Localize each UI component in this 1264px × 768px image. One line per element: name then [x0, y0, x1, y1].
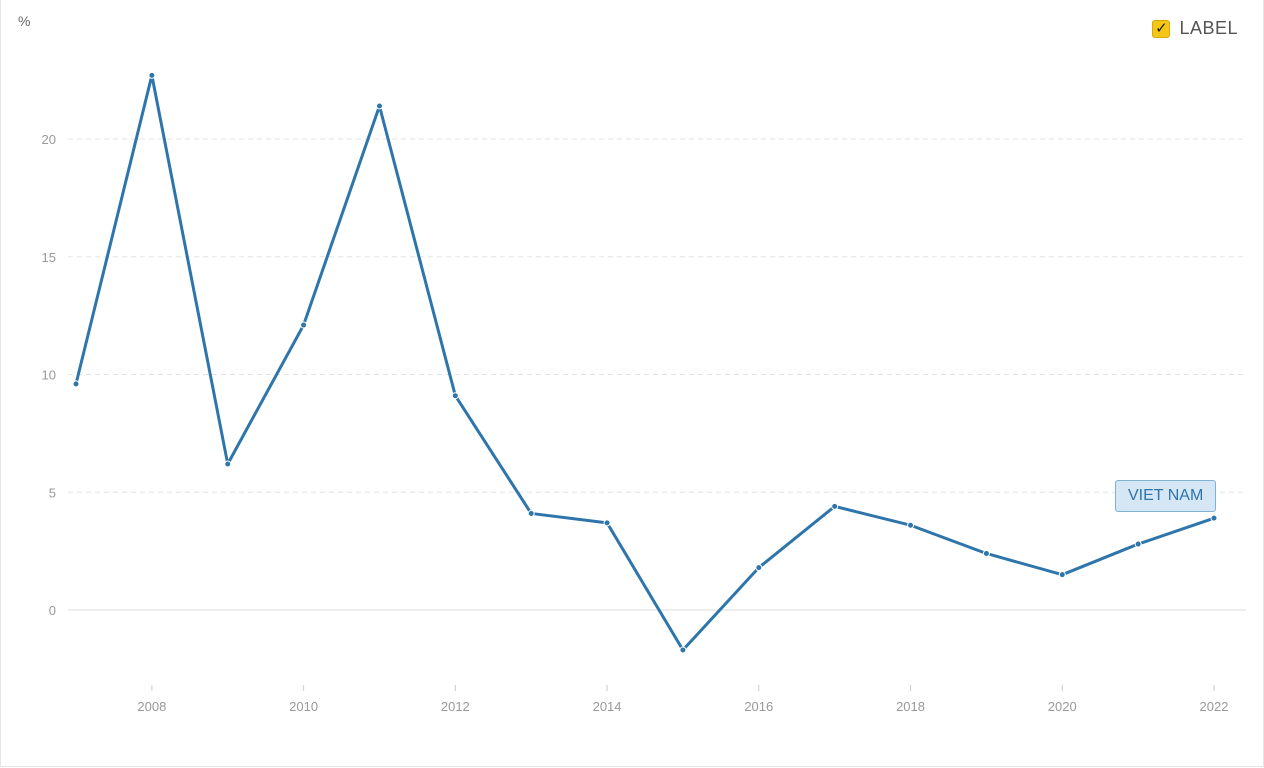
y-axis-ticks: 0 5 10 15 20 [42, 132, 56, 618]
data-point[interactable] [603, 519, 611, 527]
x-tick-label: 2016 [744, 699, 773, 714]
series-line-0[interactable] [74, 73, 1216, 652]
data-point[interactable] [982, 549, 990, 557]
data-point[interactable] [72, 380, 80, 388]
data-point[interactable] [451, 392, 459, 400]
data-point[interactable] [375, 102, 383, 110]
x-tick-label: 2018 [896, 699, 925, 714]
y-tick-label: 5 [49, 485, 56, 500]
x-tick-label: 2010 [289, 699, 318, 714]
data-point[interactable] [1210, 514, 1218, 522]
series-layer [72, 71, 1218, 654]
data-point[interactable] [1058, 571, 1066, 579]
x-tick-label: 2020 [1048, 699, 1077, 714]
data-point[interactable] [300, 321, 308, 329]
data-point[interactable] [831, 502, 839, 510]
legend-checkbox[interactable]: ✓ [1152, 19, 1171, 38]
y-tick-label: 0 [49, 603, 56, 618]
x-tick-label: 2022 [1200, 699, 1229, 714]
data-point[interactable] [224, 460, 232, 468]
x-tick-label: 2012 [441, 699, 470, 714]
y-tick-label: 20 [42, 132, 56, 147]
x-tick-label: 2008 [137, 699, 166, 714]
y-tick-label: 10 [42, 368, 56, 383]
data-point[interactable] [148, 71, 156, 79]
series-name-tag[interactable]: VIET NAM [1115, 480, 1217, 512]
y-axis-unit-label: % [18, 13, 30, 29]
data-point[interactable] [1134, 540, 1142, 548]
data-point[interactable] [679, 646, 687, 654]
gridlines [68, 138, 1246, 611]
data-point[interactable] [527, 509, 535, 517]
data-point[interactable] [755, 564, 763, 572]
data-point[interactable] [907, 521, 915, 529]
x-tick-label: 2014 [593, 699, 622, 714]
x-axis-ticks: 2008 2010 2012 2014 2016 2018 2020 2022 [137, 685, 1228, 714]
check-icon: ✓ [1155, 19, 1168, 37]
y-tick-label: 15 [42, 250, 56, 265]
legend-label: LABEL [1179, 18, 1238, 38]
legend-toggle[interactable]: ✓ LABEL [1152, 18, 1238, 39]
